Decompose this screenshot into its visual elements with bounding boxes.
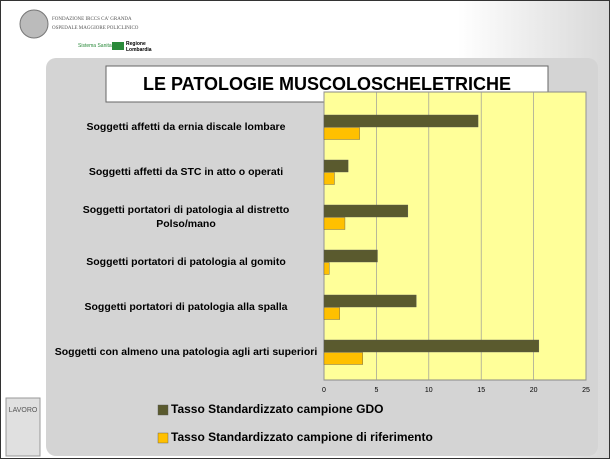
- logo: [19, 9, 49, 39]
- legend-swatch: [157, 432, 169, 444]
- bar: [323, 172, 335, 185]
- x-tick-label: 20: [530, 387, 538, 394]
- bar: [323, 307, 340, 320]
- bar: [323, 352, 363, 365]
- plot-area: [323, 91, 587, 381]
- region-logo: [112, 42, 124, 50]
- legend-label: Tasso Standardizzato campione di riferim…: [171, 430, 433, 444]
- header-text: Ospedale Maggiore Policlinico: [52, 26, 139, 31]
- x-tick-label: 0: [322, 387, 326, 394]
- header-text: Regione Lombardia: [126, 41, 152, 53]
- header-text: Fondazione IRCCS Ca' Granda: [52, 17, 132, 22]
- header-text: Sistema Sanitario: [78, 43, 118, 49]
- legend-swatch: [157, 404, 169, 416]
- x-tick-label: 10: [425, 387, 433, 394]
- x-tick-label: 15: [477, 387, 485, 394]
- bar: [323, 339, 540, 353]
- bar: [323, 217, 346, 230]
- x-tick-label: 5: [374, 387, 378, 394]
- category-label: Soggetti portatori di patologia al gomit…: [86, 256, 286, 268]
- legend-label: Tasso Standardizzato campione GDO: [171, 402, 383, 416]
- footer-logo: [5, 397, 41, 457]
- bar: [323, 204, 409, 218]
- category-label: Soggetti con almeno una patologia agli a…: [54, 346, 318, 358]
- bar: [323, 127, 360, 140]
- bar: [323, 262, 330, 275]
- bar: [323, 249, 378, 263]
- category-label: Soggetti affetti da STC in atto o operat…: [88, 166, 284, 178]
- bar: [323, 294, 417, 308]
- category-label: Soggetti portatori di patologia al distr…: [82, 204, 290, 230]
- bar: [323, 114, 479, 128]
- footer-logo-text: LAVORO: [9, 407, 38, 414]
- x-tick-label: 25: [582, 387, 590, 394]
- category-label: Soggetti portatori di patologia alla spa…: [84, 301, 288, 313]
- category-label: Soggetti affetti da ernia discale lombar…: [86, 121, 286, 133]
- bar: [323, 159, 349, 173]
- chart-title: LE PATOLOGIE MUSCOLOSCHELETRICHE: [143, 74, 511, 94]
